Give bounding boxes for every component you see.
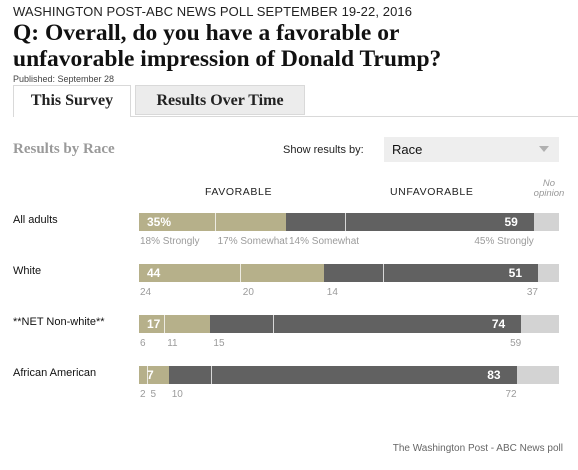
unfavorable-somewhat-value: 14% Somewhat (289, 236, 360, 247)
poll-kicker: WASHINGTON POST-ABC NEWS POLL SEPTEMBER … (13, 4, 413, 19)
favorable-value: 44 (147, 266, 161, 280)
favorable-value: 35% (147, 215, 172, 229)
bar-segment-favorable-somewhat (164, 315, 211, 333)
stacked-bar: 44 51 (139, 264, 559, 282)
results-by-select[interactable]: Race (384, 137, 559, 162)
bar-segment-favorable-strong (139, 213, 215, 231)
favorable-value: 17 (147, 317, 161, 331)
published-date: Published: September 28 (13, 74, 115, 84)
bar-segment-favorable-strong (139, 315, 165, 333)
question-title: Q: Overall, do you have a favorable or u… (13, 20, 573, 72)
unfavorable-value: 83 (487, 368, 501, 382)
bar-segment-unfavorable-somewhat (168, 366, 212, 384)
row-label: **NET Non-white** (13, 316, 105, 328)
bar-segment-no-opinion (538, 264, 559, 282)
question-line-2: unfavorable impression of Donald Trump? (13, 46, 442, 72)
row-label: African American (13, 367, 97, 379)
favorable-somewhat-value: 20 (242, 287, 254, 298)
unfavorable-somewhat-value: 10 (171, 389, 183, 400)
tab-this-survey[interactable]: This Survey (13, 85, 131, 117)
favorable-value: 7 (147, 368, 154, 382)
question-line-1: Q: Overall, do you have a favorable or (13, 20, 400, 46)
favorable-strongly-value: 2 (140, 389, 146, 400)
chevron-down-icon (539, 146, 549, 152)
unfavorable-strongly-value: 72 (505, 389, 517, 400)
bar-segment-unfavorable-strong (211, 366, 517, 384)
unfavorable-value: 51 (508, 266, 522, 280)
no-opinion-header: No opinion (528, 179, 570, 199)
bar-segment-no-opinion (533, 213, 559, 231)
favorable-somewhat-value: 11 (167, 338, 178, 349)
bar-segment-unfavorable-strong (273, 315, 522, 333)
favorable-strongly-value: 24 (140, 287, 152, 298)
unfavorable-value: 59 (504, 215, 518, 229)
panel-title: Results by Race (13, 141, 115, 157)
row-label: All adults (13, 214, 58, 226)
stacked-bar: 35% 59 (139, 213, 559, 231)
bar-segment-unfavorable-somewhat (286, 213, 345, 231)
bar-segment-unfavorable-strong (382, 264, 538, 282)
stacked-bar: 17 74 (139, 315, 559, 333)
bar-segment-unfavorable-somewhat (323, 264, 383, 282)
unfavorable-somewhat-value: 14 (326, 287, 338, 298)
source-credit: The Washington Post - ABC News poll (392, 443, 563, 454)
select-value: Race (392, 142, 423, 157)
tab-results-over-time[interactable]: Results Over Time (135, 85, 305, 115)
row-label: White (13, 265, 42, 277)
bar-segment-unfavorable-strong (344, 213, 534, 231)
bar-segment-no-opinion (521, 315, 559, 333)
bar-segment-favorable-strong (139, 264, 240, 282)
no-opinion-header-line-1: No (542, 178, 556, 189)
unfavorable-strongly-value: 59 (510, 338, 522, 349)
unfavorable-header: UNFAVORABLE (390, 186, 474, 198)
bar-segment-favorable-strong (139, 366, 148, 384)
bar-segment-unfavorable-somewhat (210, 315, 274, 333)
bar-segment-favorable-somewhat (214, 213, 286, 231)
unfavorable-strongly-value: 45% Strongly (474, 236, 534, 247)
favorable-strongly-value: 18% Strongly (140, 236, 200, 247)
show-results-label: Show results by: (283, 144, 364, 156)
favorable-strongly-value: 6 (140, 338, 146, 349)
unfavorable-strongly-value: 37 (526, 287, 538, 298)
favorable-header: FAVORABLE (205, 186, 273, 198)
bar-segment-favorable-somewhat (239, 264, 324, 282)
tab-divider (13, 116, 578, 117)
bar-segment-favorable-somewhat (147, 366, 169, 384)
stacked-bar: 7 83 (139, 366, 559, 384)
bar-segment-no-opinion (516, 366, 559, 384)
favorable-somewhat-value: 17% Somewhat (217, 236, 288, 247)
unfavorable-somewhat-value: 15 (213, 338, 225, 349)
no-opinion-header-line-2: opinion (533, 188, 565, 199)
unfavorable-value: 74 (491, 317, 506, 331)
favorable-somewhat-value: 5 (150, 389, 157, 400)
